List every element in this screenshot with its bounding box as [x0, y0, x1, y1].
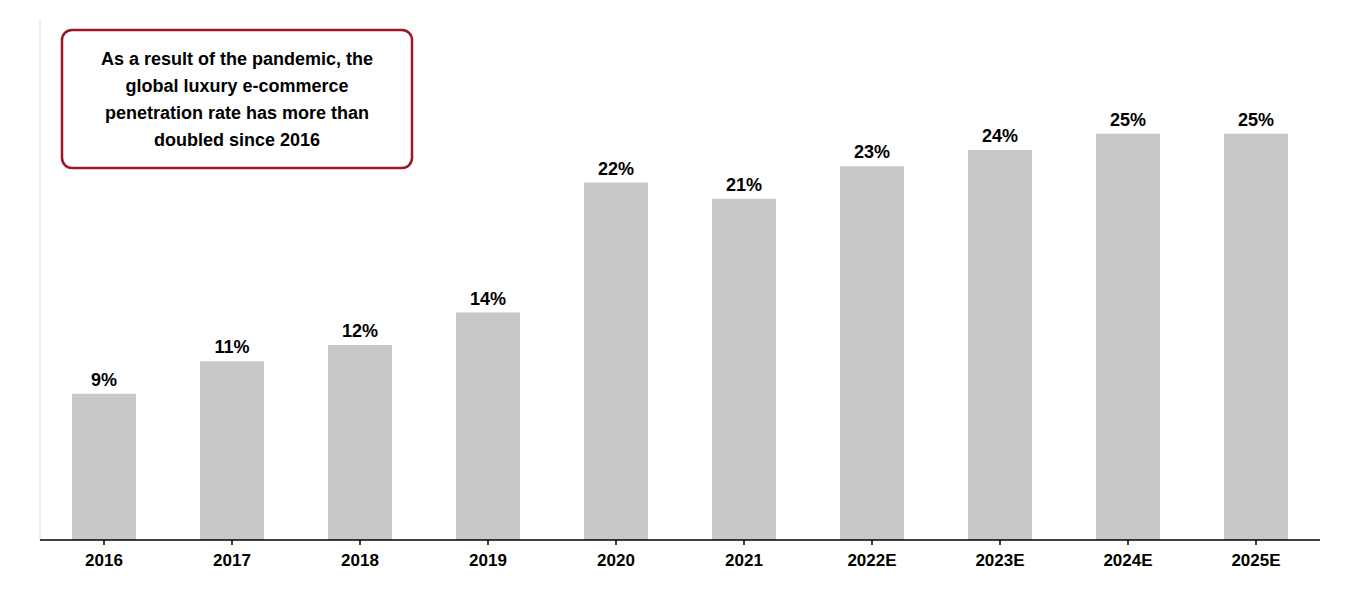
- data-label: 23%: [854, 142, 890, 162]
- bar: [72, 394, 136, 540]
- data-label: 21%: [726, 175, 762, 195]
- plot-area: [40, 20, 1288, 540]
- annotation-text: As a result of the pandemic, the global l…: [101, 49, 373, 150]
- annotation-line: penetration rate has more than: [105, 103, 369, 123]
- annotation-line: doubled since 2016: [154, 130, 320, 150]
- data-label: 11%: [214, 337, 249, 357]
- x-tick-label: 2023E: [975, 551, 1024, 570]
- x-tick: [103, 540, 105, 545]
- x-tick-label: 2024E: [1103, 551, 1152, 570]
- x-tick-label: 2019: [469, 551, 507, 570]
- x-tick: [743, 540, 745, 545]
- bar: [328, 345, 392, 540]
- data-label: 12%: [342, 321, 378, 341]
- x-tick: [615, 540, 617, 545]
- data-label: 14%: [470, 289, 506, 309]
- x-axis: 2016 2017 2018 2019 2020 2021 2022E 2023E 2024E 2…: [40, 540, 1320, 570]
- annotation-line: global luxury e-commerce: [125, 76, 348, 96]
- bar: [1096, 134, 1160, 540]
- bar: [200, 361, 264, 540]
- x-tick-label: 2018: [341, 551, 379, 570]
- x-tick: [1255, 540, 1257, 545]
- x-tick-label: 2022E: [847, 551, 896, 570]
- bar: [968, 150, 1032, 540]
- x-tick: [871, 540, 873, 545]
- x-tick: [231, 540, 233, 545]
- data-label: 24%: [982, 126, 1018, 146]
- chart-container: 9%11%12%14%22%21%23%24%25%25%20162017201…: [0, 0, 1345, 592]
- bar: [840, 166, 904, 540]
- y-axis-line: [40, 20, 41, 540]
- chart: 9%11%12%14%22%21%23%24%25%25%20162017201…: [0, 0, 1345, 592]
- x-tick: [999, 540, 1001, 545]
- x-tick-label: 2020: [597, 551, 635, 570]
- x-tick-label: 2017: [213, 551, 251, 570]
- bar: [1224, 134, 1288, 540]
- x-tick-label: 2025E: [1231, 551, 1280, 570]
- bar: [712, 199, 776, 540]
- x-tick-label: 2016: [85, 551, 123, 570]
- x-tick: [487, 540, 489, 545]
- bar: [584, 183, 648, 541]
- bars: [72, 134, 1288, 540]
- annotation-box: [62, 30, 412, 168]
- x-tick: [1127, 540, 1129, 545]
- data-label: 9%: [91, 370, 117, 390]
- bar: [456, 313, 520, 541]
- data-label: 22%: [598, 159, 634, 179]
- annotation-line: As a result of the pandemic, the: [101, 49, 373, 69]
- annotation: As a result of the pandemic, the global l…: [62, 30, 412, 168]
- x-tick-label: 2021: [725, 551, 763, 570]
- data-label: 25%: [1238, 110, 1274, 130]
- data-label: 25%: [1110, 110, 1146, 130]
- x-tick: [359, 540, 361, 545]
